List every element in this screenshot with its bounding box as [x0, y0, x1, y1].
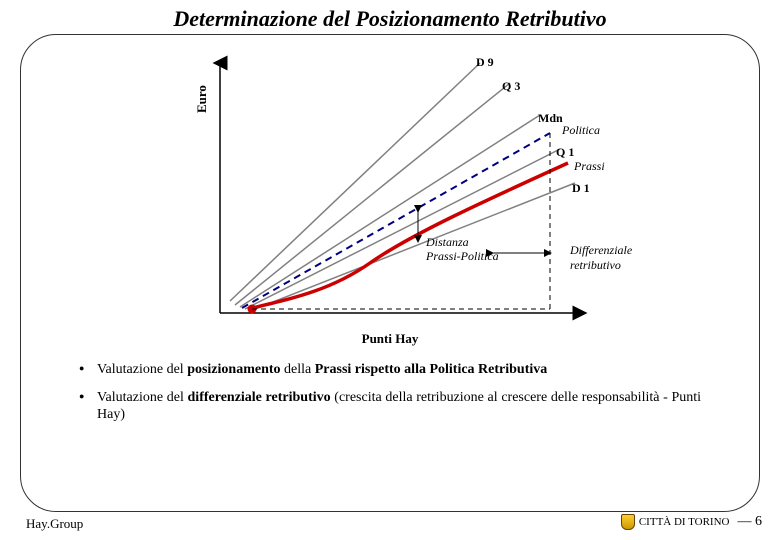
line-q3 [235, 83, 510, 305]
bullet-1: Valutazione del posizionamento della Pra… [79, 361, 701, 379]
label-politica: Politica [562, 123, 600, 138]
line-d1 [250, 183, 575, 311]
footer-haygroup: Hay.Group [26, 516, 83, 532]
bullet-list: Valutazione del posizionamento della Pra… [79, 361, 701, 424]
label-differenziale: Differenziale retributivo [570, 243, 632, 273]
line-prassi [248, 163, 568, 309]
page-number: 6 [738, 514, 763, 530]
label-distanza-2: Prassi-Politica [426, 249, 499, 264]
label-prassi: Prassi [574, 159, 605, 174]
content-frame: Euro [20, 34, 760, 512]
x-axis-label: Punti Hay [180, 331, 600, 347]
logo-torino: CITTÀ DI TORINO [621, 514, 730, 530]
footer-right: CITTÀ DI TORINO 6 [621, 514, 762, 530]
slide-title: Determinazione del Posizionamento Retrib… [0, 0, 780, 32]
chart: Euro [180, 53, 600, 343]
line-politica [242, 133, 550, 308]
label-d9: D 9 [476, 55, 494, 70]
chart-svg [180, 53, 600, 333]
label-mdn: Mdn [538, 111, 563, 126]
shield-icon [621, 514, 635, 530]
line-d9 [230, 63, 480, 301]
bullet-2: Valutazione del differenziale retributiv… [79, 389, 701, 424]
logo-text: CITTÀ DI TORINO [639, 516, 730, 528]
line-q1 [245, 149, 560, 309]
label-d1: D 1 [572, 181, 590, 196]
label-q3: Q 3 [502, 79, 520, 94]
label-q1: Q 1 [556, 145, 574, 160]
line-mdn [240, 115, 540, 307]
label-distanza-1: Distanza [426, 235, 469, 250]
